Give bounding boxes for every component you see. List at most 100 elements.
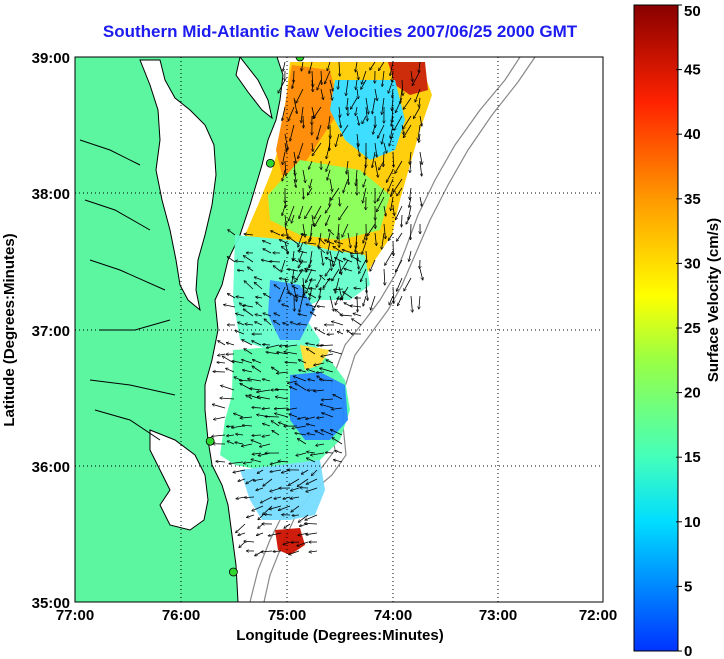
velocity-arrow [248,379,262,382]
velocity-arrow [236,297,245,298]
velocity-arrow [301,61,303,71]
velocity-arrow [262,408,271,409]
velocity-arrow [305,205,313,218]
velocity-arrow [292,79,295,88]
velocity-arrow [276,397,289,400]
velocity-arrow [326,142,331,159]
velocity-arrow [291,214,295,223]
velocity-arrow [379,160,385,170]
velocity-arrow [419,160,422,176]
velocity-arrow [412,70,421,86]
velocity-arrow [238,478,246,481]
velocity-arrow [335,451,343,454]
velocity-arrow [212,404,226,409]
velocity-arrow [315,328,326,335]
velocity-arrow [293,259,299,263]
velocity-arrow [343,258,353,263]
velocity-arrow [232,425,244,428]
velocity-arrow [370,61,376,70]
velocity-arrow [393,286,394,303]
velocity-arrow [309,294,317,299]
velocity-arrow [255,322,263,326]
velocity-arrow [344,269,353,272]
velocity-arrow [239,380,253,381]
velocity-arrow [372,97,376,114]
velocity-arrow [235,261,245,262]
velocity-arrow [250,388,262,391]
velocity-arrow [256,487,264,490]
velocity-arrow [317,306,326,307]
velocity-arrow [292,286,299,290]
velocity-arrow [277,372,289,373]
velocity-arrow [263,249,272,254]
colorbar-label: Surface Velocity (cm/s) [705,218,722,382]
velocity-arrow [418,124,421,141]
velocity-arrow [377,187,385,201]
velocity-arrow [320,345,334,346]
velocity-arrow [282,304,290,308]
velocity-arrow [352,319,362,326]
velocity-arrow [298,416,307,419]
velocity-arrow [396,205,403,220]
velocity-arrow [392,88,393,97]
velocity-arrow [409,196,412,207]
velocity-arrow [279,286,286,302]
velocity-arrow [263,241,272,245]
velocity-arrow [282,169,286,181]
velocity-arrow [404,277,412,291]
velocity-arrow [309,232,313,242]
velocity-arrow [295,383,307,391]
velocity-arrow [382,133,385,144]
velocity-arrow [214,416,226,420]
velocity-arrow [252,407,262,408]
velocity-arrow [235,442,244,444]
velocity-arrow [237,270,245,271]
colorbar-tick-label: 10 [684,514,701,531]
velocity-arrow [235,330,245,335]
velocity-arrow [409,250,412,261]
velocity-arrow [291,505,300,512]
velocity-arrow [258,514,264,520]
grid-lines [75,57,603,602]
velocity-arrow [356,169,357,185]
velocity-arrow [273,551,282,552]
velocity-arrow [306,304,317,308]
velocity-arrow [285,142,287,152]
velocity-arrow [332,438,343,445]
velocity-arrow [372,151,376,168]
velocity-arrow [356,232,357,248]
velocity-arrow [335,258,344,263]
velocity-arrow [342,223,349,237]
velocity-arrow [411,70,413,82]
velocity-arrow [393,151,394,167]
velocity-arrow [270,261,281,262]
colorbar-ticks: 0 5 10 15 20 25 30 35 40 45 50 [676,3,701,659]
velocity-arrow [313,295,322,310]
velocity-arrow [292,277,299,281]
x-tick-label: 77:00 [56,607,94,624]
velocity-arrow [320,368,334,373]
velocity-arrow [386,169,394,182]
velocity-arrow [285,344,298,347]
velocity-arrow [397,232,403,241]
velocity-arrow [252,505,264,511]
velocity-arrow [289,387,298,391]
velocity-arrow [282,151,286,165]
velocity-arrow [325,205,331,213]
velocity-arrow [396,277,403,291]
velocity-arrow [263,424,271,427]
velocity-arrow [374,160,378,177]
velocity-arrow [334,241,344,245]
velocity-arrow [254,277,263,281]
velocity-arrow [353,313,362,317]
velocity-arrow [339,106,340,117]
colorbar-tick-label: 50 [684,3,701,20]
radar-station-marker [265,158,275,168]
velocity-arrow [252,360,262,364]
velocity-arrow [291,487,300,491]
velocity-arrow [301,106,304,123]
velocity-arrow [247,514,255,517]
velocity-arrow [326,160,331,171]
velocity-arrow [419,268,423,280]
